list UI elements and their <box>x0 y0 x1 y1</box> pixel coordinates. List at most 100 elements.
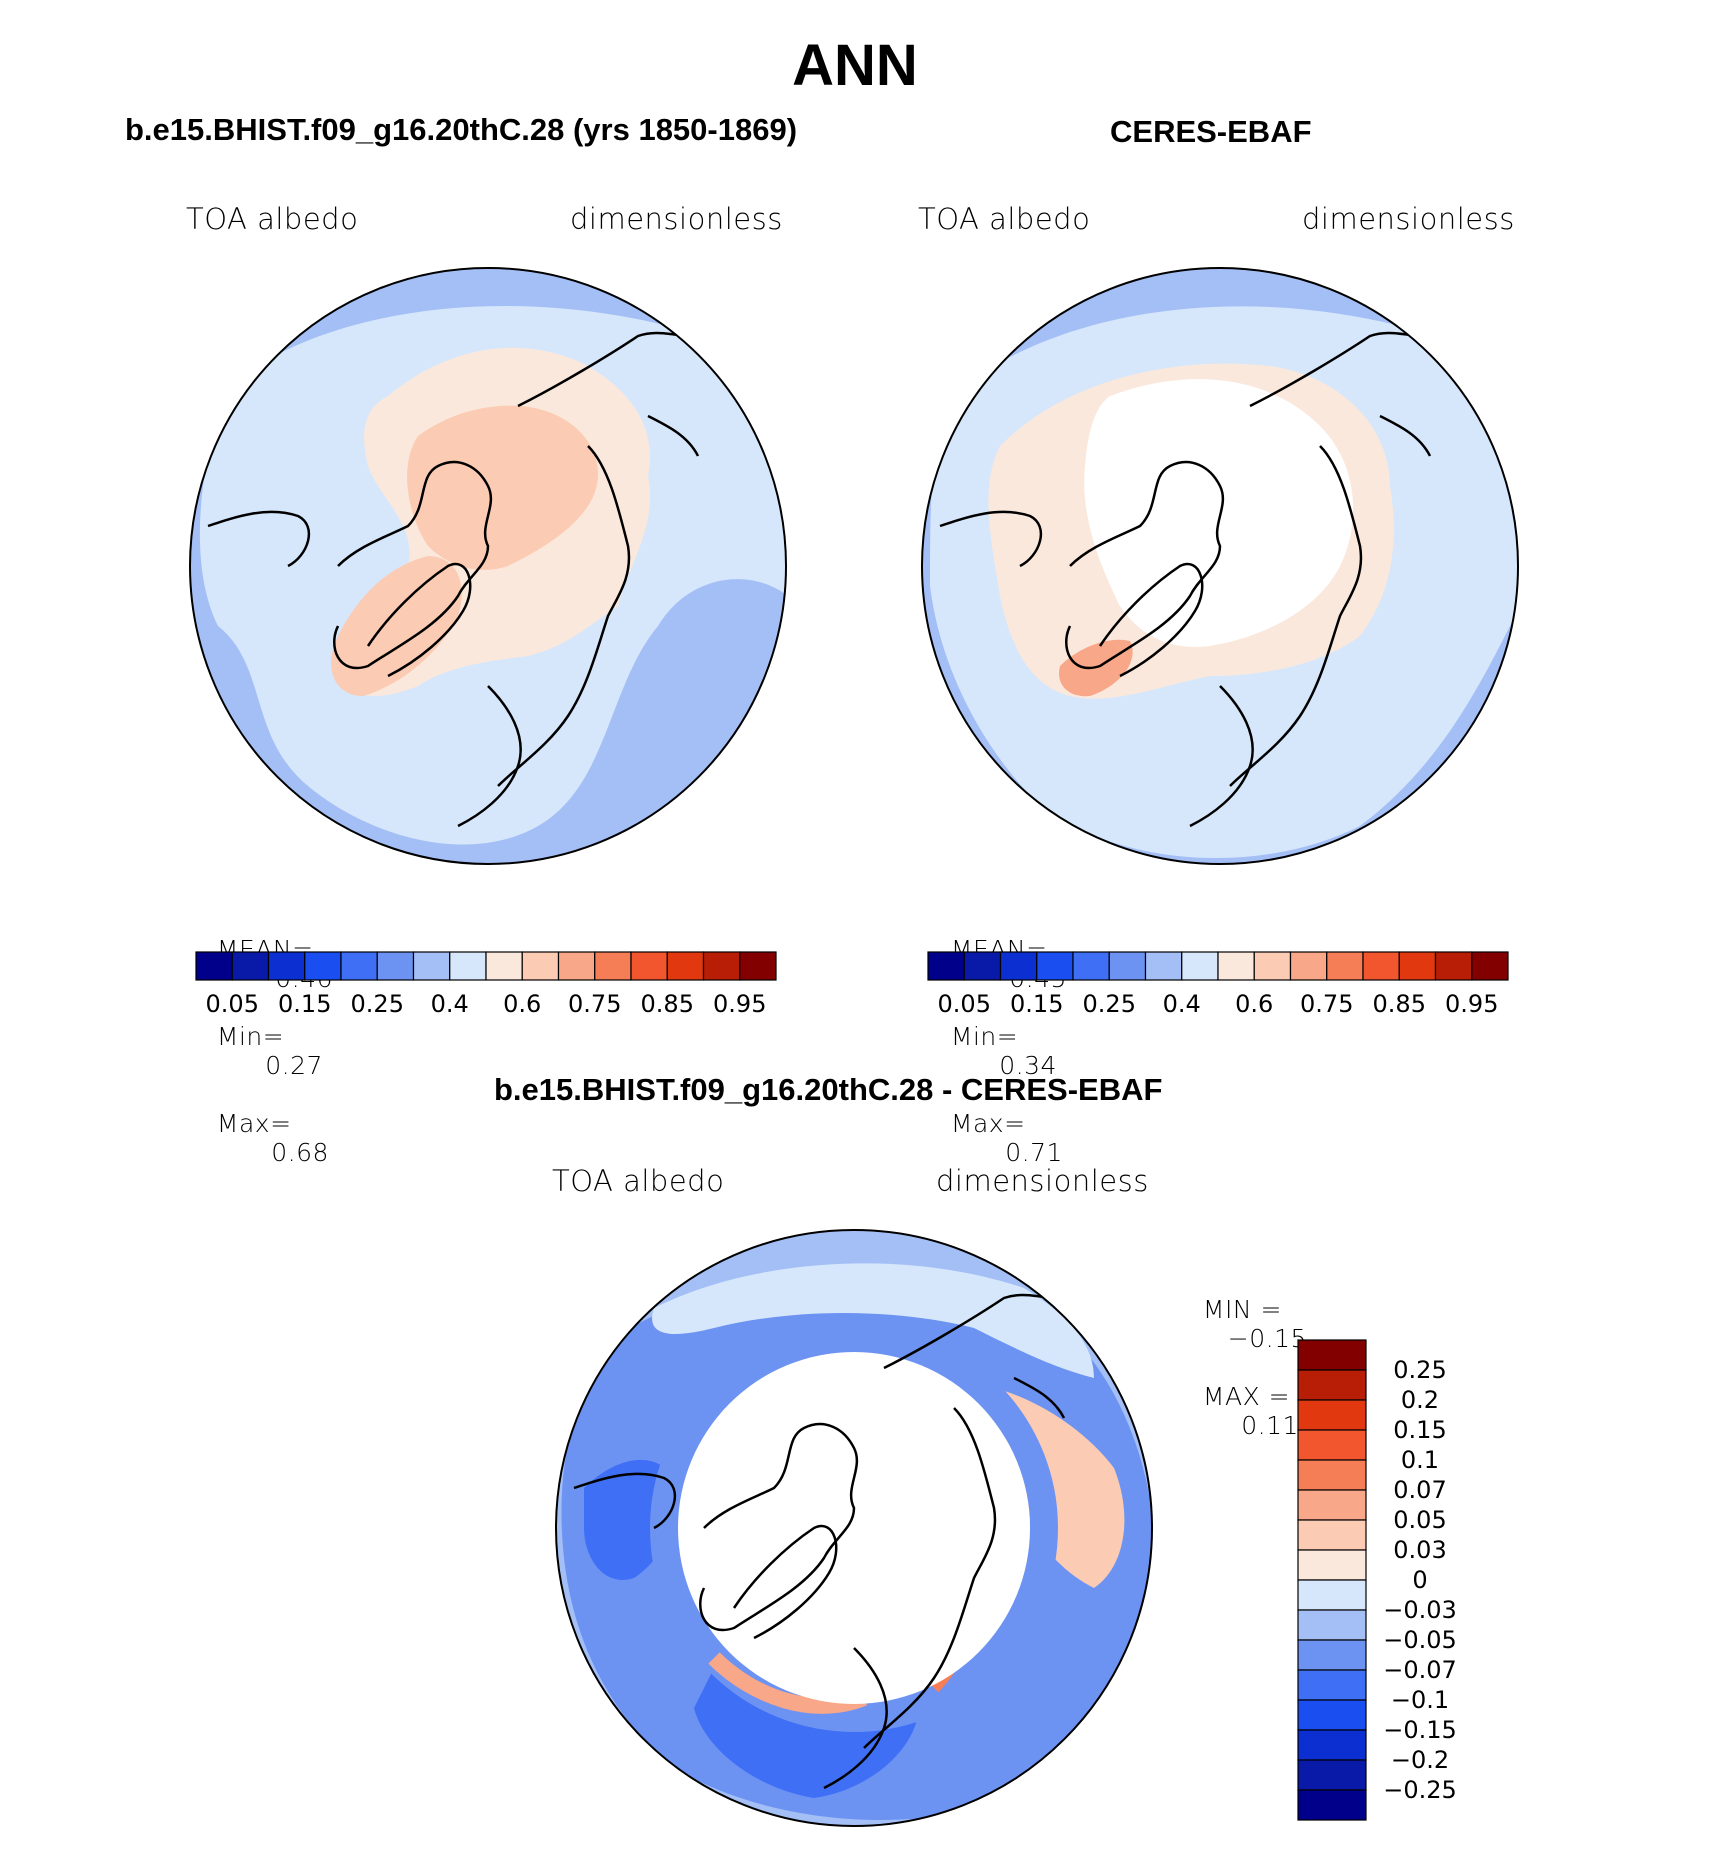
colorbar-swatch <box>231 951 270 981</box>
colorbar-swatch <box>1108 951 1147 981</box>
colorbar-tick-label: −0.15 <box>1383 1716 1457 1744</box>
colorbar-swatch <box>521 951 560 981</box>
diff-colorbar: 0.250.20.150.10.070.050.030−0.03−0.05−0.… <box>1297 1339 1457 1821</box>
colorbar-swatch <box>1297 1669 1367 1701</box>
colorbar-swatch <box>1326 951 1364 981</box>
colorbar-tick-label: 0.07 <box>1393 1476 1446 1504</box>
colorbar-swatch <box>195 951 233 981</box>
colorbar-tick-label: 0.75 <box>568 990 621 1018</box>
map-arctic-core <box>407 405 598 570</box>
diff-units-label: dimensionless <box>936 1164 1149 1198</box>
colorbar-swatch <box>376 951 415 981</box>
colorbar-swatch <box>304 951 342 981</box>
colorbar-swatch <box>927 951 965 981</box>
colorbar-swatch <box>1253 951 1292 981</box>
colorbar-swatch <box>1297 1549 1367 1581</box>
model-max-label: Max= <box>216 1109 292 1138</box>
colorbar-tick-label: 0.4 <box>431 990 469 1018</box>
main-title: ANN <box>792 33 918 98</box>
colorbar-swatch <box>1217 951 1255 981</box>
model-variable-label: TOA albedo <box>186 202 359 236</box>
obs-units-label: dimensionless <box>1302 202 1515 236</box>
colorbar-tick-label: 0.75 <box>1300 990 1353 1018</box>
colorbar-tick-label: 0.25 <box>1393 1356 1446 1384</box>
map-border <box>555 1229 1153 1827</box>
colorbar-swatch <box>449 951 487 981</box>
colorbar-swatch <box>594 951 632 981</box>
colorbar-swatch <box>1297 1639 1367 1671</box>
colorbar-swatch <box>267 951 306 981</box>
model-min-label: Min= <box>216 1022 285 1051</box>
obs-polar-map <box>921 267 1519 865</box>
colorbar-swatch <box>1297 1729 1367 1761</box>
obs-variable-label: TOA albedo <box>918 202 1091 236</box>
colorbar-swatch <box>1297 1609 1367 1641</box>
colorbar-swatch <box>1289 951 1328 981</box>
model-max-value: 0.68 <box>271 1138 329 1167</box>
colorbar-tick-label: −0.25 <box>1383 1776 1457 1804</box>
obs-min-label: Min= <box>950 1022 1019 1051</box>
map-ring-band <box>650 1324 1058 1732</box>
colorbar-swatch <box>1297 1369 1367 1401</box>
obs-min-value: 0.34 <box>999 1051 1057 1080</box>
model-polar-map <box>189 267 787 865</box>
colorbar-tick-label: 0.95 <box>1445 990 1498 1018</box>
colorbar-swatch <box>1434 951 1473 981</box>
colorbar-swatch <box>1297 1699 1367 1731</box>
colorbar-tick-label: 0.15 <box>1393 1416 1446 1444</box>
colorbar-tick-label: 0.6 <box>1235 990 1273 1018</box>
colorbar-tick-label: −0.07 <box>1383 1656 1457 1684</box>
map-border <box>921 267 1519 865</box>
diff-polar-map <box>555 1229 1153 1827</box>
colorbar-tick-label: 0 <box>1412 1566 1427 1594</box>
colorbar-tick-label: 0.4 <box>1163 990 1201 1018</box>
colorbar-swatch <box>1398 951 1437 981</box>
colorbar-tick-label: 0.95 <box>713 990 766 1018</box>
colorbar-tick-label: −0.2 <box>1391 1746 1449 1774</box>
diff-stats: MIN = −0.15 MAX = 0.11 <box>1186 1266 1307 1440</box>
diff-max-label: MAX = <box>1202 1382 1291 1411</box>
colorbar-tick-label: 0.1 <box>1401 1446 1439 1474</box>
colorbar-tick-label: 0.15 <box>278 990 331 1018</box>
obs-colorbar: 0.05 0.15 0.25 0.4 0.6 0.75 0.85 0.95 <box>927 951 1509 1018</box>
diff-min-value: −0.15 <box>1227 1324 1307 1353</box>
colorbar-swatch <box>1144 951 1183 981</box>
diff-min-label: MIN = <box>1202 1295 1282 1324</box>
colorbar-swatch <box>1297 1339 1367 1371</box>
colorbar-swatch <box>1072 951 1110 981</box>
model-panel-heading: b.e15.BHIST.f09_g16.20thC.28 (yrs 1850-1… <box>125 112 798 147</box>
obs-panel-heading: CERES-EBAF <box>1110 114 1312 149</box>
colorbar-swatch <box>630 951 668 981</box>
map-coastlines <box>939 325 1441 828</box>
colorbar-swatch <box>739 951 777 981</box>
model-units-label: dimensionless <box>570 202 783 236</box>
diff-max-value: 0.11 <box>1241 1411 1299 1440</box>
colorbar-swatch <box>1297 1759 1367 1791</box>
colorbar-tick-label: −0.03 <box>1383 1596 1457 1624</box>
colorbar-swatch <box>1362 951 1400 981</box>
colorbar-tick-label: 0.05 <box>206 990 259 1018</box>
colorbar-swatch <box>412 951 451 981</box>
obs-max-value: 0.71 <box>1005 1138 1063 1167</box>
colorbar-tick-label: 0.25 <box>1083 990 1136 1018</box>
colorbar-tick-label: 0.6 <box>503 990 541 1018</box>
colorbar-swatch <box>666 951 705 981</box>
map-greenland <box>331 556 462 696</box>
map-border <box>189 267 787 865</box>
colorbar-tick-label: 0.15 <box>1010 990 1063 1018</box>
colorbar-swatch <box>1471 951 1509 981</box>
colorbar-tick-label: 0.85 <box>641 990 694 1018</box>
colorbar-tick-label: −0.05 <box>1383 1626 1457 1654</box>
colorbar-tick-label: 0.2 <box>1401 1386 1439 1414</box>
colorbar-tick-label: 0.25 <box>351 990 404 1018</box>
colorbar-swatch <box>1297 1489 1367 1521</box>
colorbar-swatch <box>557 951 596 981</box>
diff-variable-label: TOA albedo <box>552 1164 725 1198</box>
colorbar-tick-label: 0.03 <box>1393 1536 1446 1564</box>
colorbar-swatch <box>1181 951 1219 981</box>
model-min-value: 0.27 <box>265 1051 323 1080</box>
colorbar-swatch <box>1036 951 1074 981</box>
colorbar-swatch <box>1297 1519 1367 1551</box>
colorbar-swatch <box>1297 1789 1367 1821</box>
colorbar-swatch <box>1297 1429 1367 1461</box>
